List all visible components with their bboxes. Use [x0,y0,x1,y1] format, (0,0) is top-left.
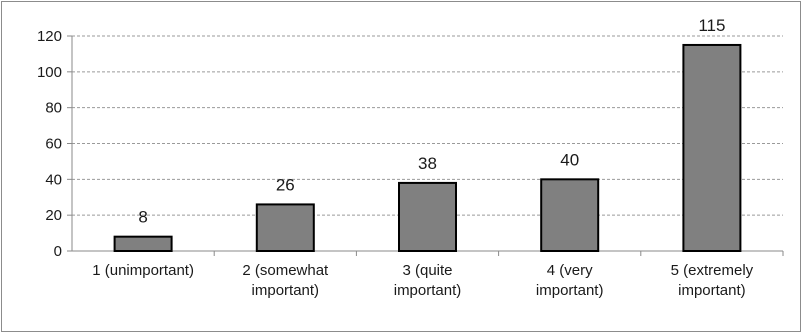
bar-1 [113,235,173,253]
y-tick-label-3: 60 [45,136,62,153]
bar-2 [255,203,315,253]
x-tick-label-2-line-2: important) [252,282,320,299]
data-label-1: 8 [138,208,147,227]
x-tick-label-5-line-1: 5 (extremely [671,262,754,279]
x-tick-label-3-line-1: 3 (quite [402,262,452,279]
data-label-2: 26 [276,175,295,194]
y-tick-label-4: 80 [45,100,62,117]
y-tick-label-0: 0 [54,243,62,260]
x-tick-label-4-line-2: important) [536,282,604,299]
bar-3 [398,181,457,253]
bar-4 [540,178,600,252]
x-tick-label-1-line-1: 1 (unimportant) [92,262,194,279]
y-tick-label-6: 120 [37,28,62,45]
x-tick-label-3-line-2: important) [394,282,462,299]
bar-5 [682,43,742,253]
y-tick-label-5: 100 [37,64,62,81]
data-label-3: 38 [418,154,437,173]
y-tick-label-1: 20 [45,207,62,224]
x-tick-label-4-line-1: 4 (very [547,262,593,279]
data-label-5: 115 [698,16,725,35]
x-tick-label-2-line-1: 2 (somewhat [242,262,329,279]
data-label-4: 40 [560,150,579,169]
x-tick-label-5-line-2: important) [678,282,746,299]
y-tick-label-2: 40 [45,171,62,188]
